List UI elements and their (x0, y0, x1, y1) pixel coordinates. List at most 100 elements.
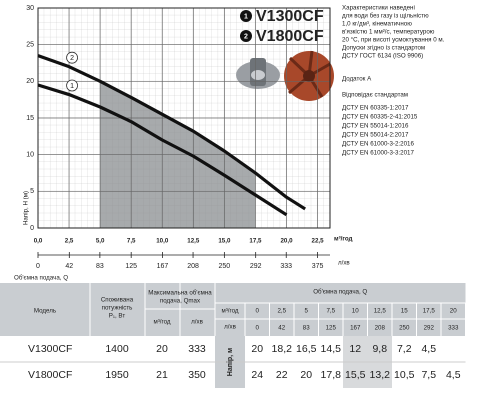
legend-marker (240, 30, 252, 42)
x-unit: м³/год (334, 236, 353, 243)
th-qmax-unit: л/хв (191, 319, 203, 326)
cell-head: 24 (251, 369, 263, 381)
th-flow-unit: м³/год (221, 308, 238, 315)
x2-tick-label: 375 (312, 263, 324, 270)
x2-tick-label: 167 (157, 263, 169, 270)
y-tick-label: 15 (26, 115, 34, 122)
cell-head: 4,5 (446, 369, 461, 381)
curve-label: 2 (70, 55, 74, 62)
th-power: P₁, Вт (109, 313, 126, 320)
th-qmax: Максимальна об'ємна (148, 290, 212, 297)
x-tick-label: 17,5 (249, 238, 262, 245)
th-flow-lpm: 167 (350, 325, 361, 332)
plot-border (37, 7, 331, 229)
cell-qmax-lpm: 333 (188, 343, 206, 355)
y-tick-label: 25 (26, 42, 34, 49)
cell-head: 13,2 (370, 369, 391, 381)
cell-head: 16,5 (296, 343, 317, 355)
th-model: Модель (34, 308, 56, 315)
th-qmax-unit: м³/год (153, 319, 170, 326)
th-flow-m3h: 0 (256, 308, 260, 315)
th-head: Напір, м (226, 348, 234, 376)
standards-title: Відповідає стандартам (342, 92, 408, 99)
x-tick-label: 0,0 (34, 238, 43, 245)
y-axis-label: Напір, H (м) (23, 191, 30, 225)
th-flow-m3h: 7,5 (326, 308, 335, 315)
th-flow-lpm: 292 (424, 325, 435, 332)
th-flow-m3h: 2,5 (277, 308, 286, 315)
legend-label: V1800CF (256, 28, 324, 45)
th-flow: Об'ємна подача, Q (313, 289, 367, 296)
standard: ДСТУ EN 60335-2-41:2015 (342, 114, 418, 121)
standard: ДСТУ EN 60335-1:2017 (342, 105, 409, 112)
note-line: для води без газу із щільністю (342, 13, 429, 20)
cell-head: 20 (300, 369, 312, 381)
th-flow-m3h: 10 (352, 308, 359, 315)
th-flow-lpm: 208 (375, 325, 386, 332)
curve (37, 83, 288, 217)
impeller-images (236, 50, 334, 101)
cell-head: 12 (349, 343, 361, 355)
cell-head: 14,5 (321, 343, 342, 355)
th-power: Споживана (101, 297, 134, 304)
legend-marker-label: 1 (244, 13, 248, 20)
standard: ДСТУ EN 55014-1:2016 (342, 123, 409, 130)
y-tick-label: 10 (26, 152, 34, 159)
th-flow-lpm: 333 (448, 325, 459, 332)
th-flow-lpm: 0 (256, 325, 260, 332)
x-tick-label: 22,5 (312, 238, 325, 245)
th-flow-m3h: 12,5 (374, 308, 387, 315)
x-axis-label: Об'ємна подача, Q (14, 275, 68, 282)
y-tick-label: 20 (26, 78, 34, 85)
x2-tick-label: 42 (65, 263, 73, 270)
th-flow-m3h: 17,5 (423, 308, 436, 315)
th-power: потужність (102, 305, 133, 312)
x-tick-label: 5,0 (96, 238, 105, 245)
note-line: 20 °С, при висоті усмоктування 0 м. (342, 37, 445, 44)
th-flow-lpm: 125 (326, 325, 337, 332)
th-flow-lpm: 250 (399, 325, 410, 332)
x2-tick-label: 333 (280, 263, 292, 270)
legend-marker (240, 10, 252, 22)
x2-tick-label: 292 (250, 263, 262, 270)
standard: ДСТУ EN 61000-3-3:2017 (342, 150, 414, 157)
th-qmax: подача, Qmax (160, 298, 201, 305)
x-tick-label: 12,5 (187, 238, 200, 245)
table-header-bg (0, 283, 466, 336)
cell-head: 17,8 (321, 369, 342, 381)
cell-head: 7,5 (421, 369, 436, 381)
x-tick-label: 2,5 (65, 238, 74, 245)
curve (37, 54, 307, 211)
cell-power: 1400 (105, 343, 129, 355)
legend-label: V1300CF (256, 8, 324, 25)
x2-tick-label: 208 (187, 263, 199, 270)
note-line: Характеристики наведені (342, 5, 415, 12)
cell-qmax-m3h: 21 (156, 369, 168, 381)
cell-head: 22 (276, 369, 288, 381)
x-tick-label: 20,0 (280, 238, 293, 245)
cell-power: 1950 (105, 369, 129, 381)
cell-head: 10,5 (394, 369, 415, 381)
curve-label-circle (66, 79, 78, 92)
y-tick-label: 5 (30, 188, 34, 195)
x2-tick-label: 250 (219, 263, 231, 270)
th-flow-unit: л/хв (224, 324, 236, 331)
note-line: 1,0 кг/дм³, кінематичною (342, 21, 412, 28)
cell-head: 9,8 (372, 343, 387, 355)
note-line: в'язкістю 1 мм²/с, температурою (342, 29, 435, 36)
th-flow-lpm: 42 (278, 325, 285, 332)
x2-tick-label: 83 (96, 263, 104, 270)
cell-head: 7,2 (397, 343, 412, 355)
standard: ДСТУ EN 61000-3-2:2016 (342, 141, 414, 148)
th-flow-m3h: 15 (401, 308, 408, 315)
th-flow-lpm: 83 (303, 325, 310, 332)
standard: ДСТУ EN 55014-2:2017 (342, 132, 409, 139)
y-tick-label: 0 (30, 225, 34, 232)
cell-head: 15,5 (345, 369, 366, 381)
th-flow-m3h: 20 (450, 308, 457, 315)
appendix: Додаток А (342, 76, 372, 83)
cell-qmax-lpm: 350 (188, 369, 206, 381)
cell-model: V1300CF (28, 343, 72, 355)
note-line: ДСТУ ГОСТ 6134 (ISO 9906) (342, 53, 423, 60)
